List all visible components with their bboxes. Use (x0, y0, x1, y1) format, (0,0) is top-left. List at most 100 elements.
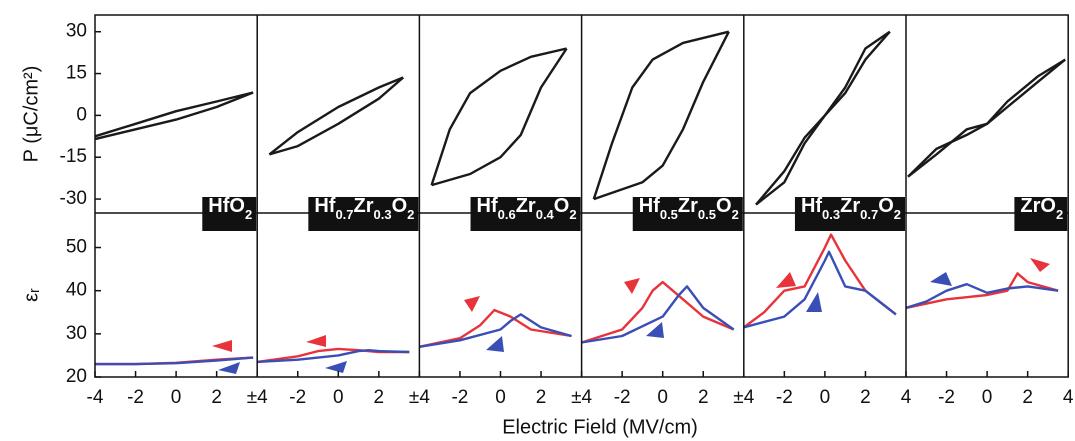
label-text: Hf0.3Zr0.7O2 (801, 195, 901, 222)
x-tick-label: 0 (171, 387, 182, 408)
y-tick-label: 40 (66, 280, 87, 301)
sweep-arrow (624, 278, 640, 294)
label-part: Hf (801, 195, 822, 217)
composition-label: Hf0.5Zr0.5O2 (632, 195, 743, 231)
hysteresis-branch (269, 76, 404, 156)
sweep-arrow (486, 336, 504, 352)
hysteresis-branch (430, 47, 567, 186)
label-part: Zr (354, 195, 374, 217)
permittivity-curve (743, 233, 897, 329)
label-text: Hf0.5Zr0.5O2 (639, 195, 739, 222)
x-tick-label: 4 (1063, 387, 1074, 408)
label-part: O (878, 195, 894, 217)
x-tick-label: 2 (536, 387, 547, 408)
label-part: O (716, 195, 732, 217)
x-axis-label: Electric Field (MV/cm) (502, 416, 698, 438)
label-part: ZrO (1020, 195, 1056, 217)
label-text: ZrO2 (1020, 195, 1063, 222)
x-tick-label: 2 (860, 387, 871, 408)
label-part: 0.3 (822, 207, 840, 222)
label-part: Zr (678, 195, 698, 217)
x-tick-label: -2 (938, 387, 955, 408)
y-tick-label: 30 (66, 21, 87, 42)
label-part: O (392, 195, 408, 217)
x-tick-label: 2 (698, 387, 709, 408)
x-tick-label: 0 (982, 387, 993, 408)
x-tick-label: 0 (495, 387, 506, 408)
hysteresis-branch (268, 76, 404, 156)
hysteresis-branch (755, 30, 891, 206)
label-part: Zr (840, 195, 860, 217)
sweep-arrow (218, 362, 240, 374)
sweep-arrow (464, 296, 480, 312)
permittivity-curve (581, 280, 735, 344)
permittivity-curve (905, 283, 1059, 310)
x-tick-label: -2 (451, 387, 468, 408)
x-tick-label: -2 (127, 387, 144, 408)
y-tick-label: 0 (76, 104, 87, 125)
label-box (794, 197, 905, 231)
label-box (308, 197, 419, 231)
x-tick-label: -2 (289, 387, 306, 408)
label-part: Zr (516, 195, 536, 217)
label-part: 2 (732, 207, 739, 222)
permittivity-curve (257, 349, 410, 364)
x-tick-label: 0 (820, 387, 831, 408)
x-tick-label: 0 (333, 387, 344, 408)
label-box (1014, 197, 1068, 231)
sweep-arrow (930, 272, 952, 286)
sweep-arrow (1030, 258, 1050, 272)
label-part: 0.5 (660, 207, 678, 222)
x-tick-label: 0 (657, 387, 668, 408)
label-part: 2 (894, 207, 901, 222)
composition-label: ZrO2 (1014, 195, 1068, 231)
x-tick-label: ±4 (409, 387, 430, 408)
permittivity-curve (581, 285, 735, 344)
label-part: 2 (569, 207, 576, 222)
composition-label: HfO2 (202, 195, 257, 231)
y-tick-label: 20 (66, 366, 87, 387)
label-box (632, 197, 743, 231)
x-tick-label: -2 (776, 387, 793, 408)
label-part: 0.7 (335, 207, 353, 222)
y-axis-label: εᵣ (20, 288, 42, 302)
x-tick-label: ±4 (571, 387, 592, 408)
arrows (212, 258, 1050, 374)
x-tick-label: ±4 (247, 387, 268, 408)
y-axis-label: P (μC/cm²) (20, 66, 42, 163)
label-part: 0.5 (698, 207, 716, 222)
sweep-arrow (306, 335, 326, 347)
x-tick-label: -4 (87, 387, 104, 408)
hysteresis-branch (94, 91, 254, 141)
y-tick-label: -30 (60, 188, 87, 209)
y-tick-label: 50 (66, 237, 87, 258)
label-part: 2 (1056, 207, 1063, 222)
x-tick-label: 2 (211, 387, 222, 408)
hysteresis-branch (593, 31, 730, 201)
x-tick-label: 2 (374, 387, 385, 408)
label-part: Hf (477, 195, 498, 217)
y-tick-label: 15 (66, 63, 87, 84)
hysteresis-branch (431, 47, 568, 187)
composition-label: Hf0.7Zr0.3O2 (308, 195, 419, 231)
sweep-arrow (325, 361, 347, 373)
label-part: 0.6 (498, 207, 516, 222)
label-part: 0.7 (860, 207, 878, 222)
label-part: 0.4 (536, 207, 555, 222)
hysteresis-branch (592, 30, 730, 200)
label-part: O (554, 195, 570, 217)
label-part: Hf (314, 195, 335, 217)
composition-label: Hf0.6Zr0.4O2 (470, 195, 581, 231)
label-part: Hf (639, 195, 660, 217)
label-part: HfO (208, 195, 245, 217)
permittivity-curve (95, 356, 254, 366)
x-tick-label: -2 (614, 387, 631, 408)
sweep-arrow (776, 272, 796, 288)
y-tick-label: 30 (66, 323, 87, 344)
hysteresis-branch (907, 58, 1066, 178)
permittivity-curve (743, 250, 897, 329)
permittivity-curve (419, 313, 572, 348)
label-part: 2 (245, 207, 252, 222)
y-tick-label: -15 (60, 146, 87, 167)
